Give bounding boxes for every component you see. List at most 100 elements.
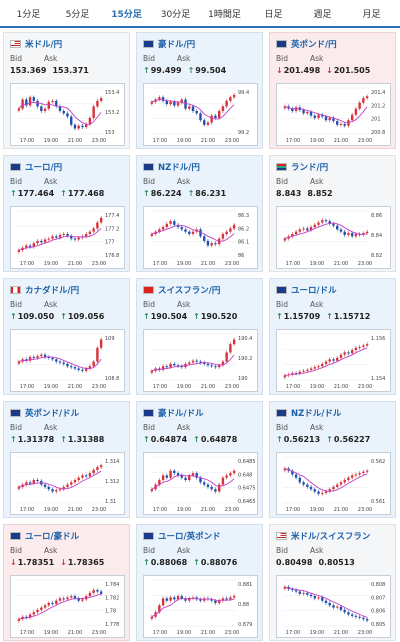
candle — [99, 465, 103, 468]
pair-name[interactable]: NZドル/ドル — [291, 409, 342, 419]
currency-card[interactable]: 英ポンド/円 Bid Ask ↓201.498 ↓201.505 201.4 201.2 20… — [269, 32, 396, 149]
currency-card[interactable]: 豪ドル/ドル Bid Ask ↑0.64874 ↑0.64878 0.6485 0.648 0… — [136, 401, 263, 518]
candle — [339, 123, 343, 125]
currency-card[interactable]: ユーロ/豪ドル Bid Ask ↓1.78351 ↓1.78365 1.784 1.782 1… — [3, 524, 130, 641]
bid-price: 86.224 — [150, 189, 182, 198]
price-chart[interactable]: 190.4 190.2 190 17:00 19:00 21:00 23:00 — [143, 329, 258, 392]
candle — [55, 490, 58, 492]
candle — [43, 239, 47, 243]
currency-card[interactable]: ユーロ/ドル Bid Ask ↑1.15709 ↑1.15712 1.156 1.154 17… — [269, 278, 396, 395]
y-tick-label: 1.778 — [105, 622, 119, 628]
candle — [191, 473, 195, 476]
pair-name[interactable]: 英ポンド/円 — [291, 40, 337, 50]
chart-svg: 99.4 99.2 17:00 19:00 21:00 23:00 — [150, 87, 249, 144]
pair-name[interactable]: 米ドル/スイスフラン — [291, 532, 371, 542]
bid-price: 99.499 — [150, 66, 182, 75]
chart-svg: 86.3 86.2 86.1 86 17:00 19:00 21:00 23:00 — [150, 210, 249, 267]
candle — [62, 486, 65, 490]
ask-price: 190.520 — [200, 312, 238, 321]
price-chart[interactable]: 109 108.8 17:00 19:00 21:00 23:00 — [10, 329, 125, 392]
candle — [88, 592, 92, 597]
currency-card[interactable]: ユーロ/英ポンド Bid Ask ↑0.88068 ↑0.88076 0.881 0.88 0… — [136, 524, 263, 641]
currency-card[interactable]: NZドル/円 Bid Ask ↑86.224 ↑86.231 86.3 86.2 86.1 86… — [136, 155, 263, 272]
y-tick-label: 1.312 — [105, 479, 119, 485]
tab-6[interactable]: 週足 — [313, 9, 332, 20]
pair-name[interactable]: ユーロ/円 — [25, 163, 63, 173]
candle — [25, 245, 28, 248]
currency-card[interactable]: 米ドル/円 Bid Ask 153.369 153.371 153.4 153.2 153 17… — [3, 32, 130, 149]
x-tick-label: 19:00 — [310, 630, 324, 636]
flag-icon-eu — [10, 163, 21, 171]
pair-name[interactable]: 米ドル/円 — [25, 40, 63, 50]
price-chart[interactable]: 86.3 86.2 86.1 86 17:00 19:00 21:00 23:00 — [143, 206, 258, 269]
y-tick-label: 1.314 — [105, 459, 119, 465]
pair-name[interactable]: 豪ドル/円 — [158, 40, 196, 50]
pair-name[interactable]: 豪ドル/ドル — [158, 409, 204, 419]
candle — [99, 217, 103, 223]
ask-price-wrap: ↓201.505 — [326, 66, 370, 75]
candle — [43, 484, 47, 487]
currency-card[interactable]: ランド/円 Bid Ask 8.843 8.852 8.86 8.84 8.82 17:00 19… — [269, 155, 396, 272]
pair-name[interactable]: 英ポンド/ドル — [25, 409, 80, 419]
pair-name[interactable]: ユーロ/ドル — [291, 286, 337, 296]
arrow-down-icon: ↓ — [326, 66, 333, 75]
candle — [354, 615, 358, 617]
pair-name[interactable]: NZドル/円 — [158, 163, 200, 173]
x-tick-label: 19:00 — [177, 507, 191, 513]
candle — [81, 369, 84, 371]
tab-4[interactable]: 1時間足 — [208, 9, 241, 20]
candle — [328, 117, 331, 121]
currency-card[interactable]: NZドル/ドル Bid Ask ↑0.56213 ↑0.56227 0.562 0.561 1… — [269, 401, 396, 518]
x-tick-label: 21:00 — [334, 261, 348, 267]
candle — [298, 591, 302, 594]
tab-1[interactable]: 5分足 — [65, 9, 90, 20]
currency-card[interactable]: ユーロ/円 Bid Ask ↑177.464 ↑177.468 177.4 177.2 177… — [3, 155, 130, 272]
price-chart[interactable]: 1.314 1.312 1.31 17:00 19:00 21:00 23:00 — [10, 452, 125, 515]
pair-name[interactable]: ユーロ/英ポンド — [158, 532, 221, 542]
candle — [188, 231, 191, 234]
candle — [225, 100, 228, 107]
tab-0[interactable]: 1分足 — [16, 9, 41, 20]
price-chart[interactable]: 0.562 0.561 17:00 19:00 21:00 23:00 — [276, 452, 391, 515]
price-chart[interactable]: 177.4 177.2 177 176.8 17:00 19:00 21:00 23:00 — [10, 206, 125, 269]
price-chart[interactable]: 153.4 153.2 153 17:00 19:00 21:00 23:00 — [10, 83, 125, 146]
candle — [283, 106, 287, 109]
candle — [184, 477, 187, 480]
candle — [47, 238, 50, 240]
price-chart[interactable]: 0.6485 0.648 0.6475 0.6465 17:00 19:00 21:00 23… — [143, 452, 258, 515]
candle — [229, 473, 232, 476]
candle — [362, 471, 365, 474]
tab-7[interactable]: 月足 — [362, 9, 381, 20]
candle — [99, 98, 103, 101]
pair-name[interactable]: スイスフラン/円 — [158, 286, 221, 296]
bid-label: Bid — [10, 546, 22, 555]
tab-2[interactable]: 15分足 — [102, 0, 151, 28]
tab-5[interactable]: 日足 — [264, 9, 283, 20]
price-chart[interactable]: 99.4 99.2 17:00 19:00 21:00 23:00 — [143, 83, 258, 146]
currency-card[interactable]: カナダドル/円 Bid Ask ↑109.050 ↑109.056 109 108.8 17:… — [3, 278, 130, 395]
pair-name[interactable]: ランド/円 — [291, 163, 329, 173]
price-chart[interactable]: 1.784 1.782 1.78 1.778 17:00 19:00 21:00 23:00 — [10, 575, 125, 638]
moving-average-line — [18, 356, 102, 369]
currency-card[interactable]: スイスフラン/円 Bid Ask ↑190.504 ↑190.520 190.4 190.2… — [136, 278, 263, 395]
pair-name[interactable]: カナダドル/円 — [25, 286, 80, 296]
moving-average-line — [18, 593, 102, 620]
y-tick-label: 99.2 — [238, 130, 249, 136]
y-tick-label: 0.6485 — [238, 459, 256, 465]
price-chart[interactable]: 0.808 0.807 0.806 0.805 17:00 19:00 21:00 23:00 — [276, 575, 391, 638]
tab-3[interactable]: 30分足 — [160, 9, 191, 20]
price-chart[interactable]: 0.881 0.88 0.879 17:00 19:00 21:00 23:00 — [143, 575, 258, 638]
y-tick-label: 200.8 — [371, 130, 385, 136]
price-chart[interactable]: 201.4 201.2 201 200.8 17:00 19:00 21:00 23:00 — [276, 83, 391, 146]
currency-card[interactable]: 米ドル/スイスフラン Bid Ask 0.80498 0.80513 0.808 0.807… — [269, 524, 396, 641]
currency-card[interactable]: 英ポンド/ドル Bid Ask ↑1.31378 ↑1.31388 1.314 1.312 1… — [3, 401, 130, 518]
price-chart[interactable]: 1.156 1.154 17:00 19:00 21:00 23:00 — [276, 329, 391, 392]
ask-label: Ask — [177, 423, 191, 432]
arrow-up-icon: ↑ — [143, 558, 150, 567]
candle — [51, 100, 54, 102]
currency-card[interactable]: 豪ドル/円 Bid Ask ↑99.499 ↑99.504 99.4 99.2 17:00 19… — [136, 32, 263, 149]
bid-ask-labels: Bid Ask — [276, 177, 389, 187]
pair-name[interactable]: ユーロ/豪ドル — [25, 532, 80, 542]
x-tick-label: 17:00 — [20, 507, 34, 513]
price-chart[interactable]: 8.86 8.84 8.82 17:00 19:00 21:00 23:00 — [276, 206, 391, 269]
